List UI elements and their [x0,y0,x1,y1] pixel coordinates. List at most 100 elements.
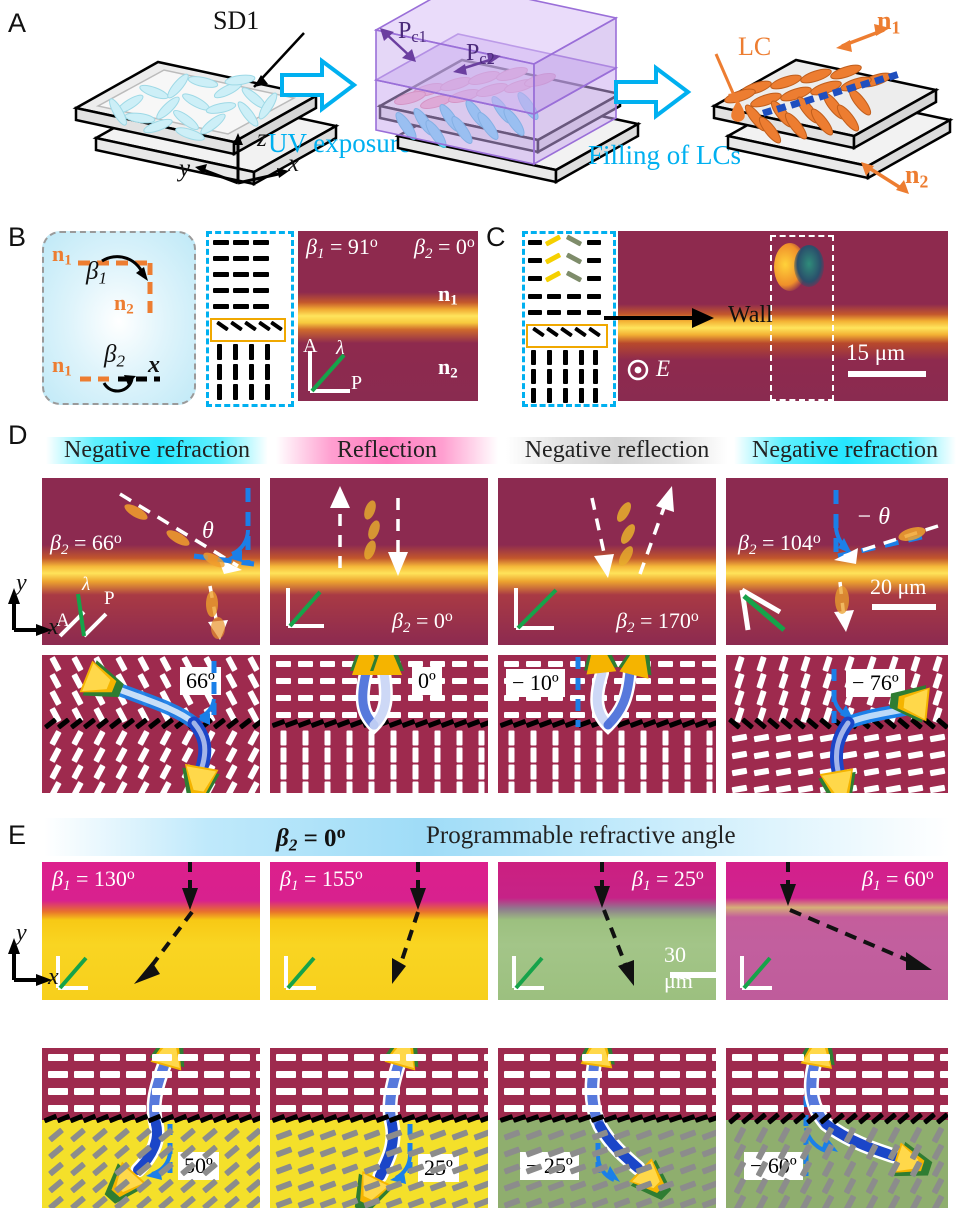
director-tick [821,1126,835,1144]
director-tick [223,1161,241,1177]
director-tick [245,1195,260,1208]
panel-d-sim-0: 66º [42,655,260,793]
director-tick [385,1180,403,1192]
director-tick [556,1088,576,1095]
director-tick [635,1146,653,1158]
director-tick [297,1197,315,1208]
director-tick [591,1146,609,1158]
panel-e-micrograph-2: β1 = 25o 30 μm [498,862,716,1000]
director-tick [608,1088,628,1095]
director-tick [179,1127,197,1143]
director-tick [680,695,695,701]
wall-tick [56,1113,71,1124]
director-tick [473,1197,488,1208]
director-tick [473,1163,488,1175]
director-tick [230,1088,250,1095]
director-tick [47,1195,65,1208]
panel-e-sim-2: − 25º [498,1048,716,1208]
director-tick [429,1146,447,1158]
director-field [726,1048,948,1208]
director-tick [245,1127,260,1143]
director-tick [679,1129,697,1141]
director-tick [201,1161,219,1177]
director-tick [799,1194,813,1208]
director-tick [658,712,673,718]
wall-tick [779,1112,794,1125]
director-tick [613,1180,631,1192]
director-tick [484,1071,488,1078]
director-tick [152,1105,172,1112]
director-tick [320,712,335,718]
beta2-label-d-3: β2 = 104o [738,530,821,558]
wall-tick [896,1112,911,1125]
director-tick [799,1143,813,1161]
process-arrow-2 [612,62,694,122]
analyzer-label-b: A [303,335,318,357]
director-tick [47,1144,65,1160]
director-tick [452,661,467,667]
wall-tick [629,1114,644,1123]
director-tick [432,1088,452,1095]
director-tick [686,1054,706,1061]
director-tick [276,1105,296,1112]
director-tick [570,712,585,718]
director-tick [810,1071,830,1078]
director-tick [732,1071,752,1078]
director-tick [297,1180,315,1192]
director-tick [679,1163,697,1175]
panel-d-sim-3: − 76º [726,655,948,793]
director-tick [302,1105,322,1112]
director-tick [179,1144,197,1160]
director-tick [635,1129,653,1141]
director-tick [458,1088,478,1095]
lc-label: LC [738,32,772,61]
director-tick [504,1088,524,1095]
director-tick [276,1071,296,1078]
director-tick [569,1197,587,1208]
director-field [270,1048,488,1208]
director-tick [204,1071,224,1078]
director-tick [429,1180,447,1192]
director-tick [887,1194,901,1208]
director-tick [755,1126,769,1144]
director-tick [940,1088,948,1095]
n2-label-micrograph-b: n2 [438,354,458,382]
director-tick [862,1054,882,1061]
director-tick [504,712,519,718]
director-tick [657,1146,675,1158]
director-tick [179,1161,197,1177]
director-tick [836,1054,856,1061]
wall-tick [310,1113,325,1124]
director-tick [458,1054,478,1061]
axis-x-label-b: x [148,352,160,378]
director-tick [319,1197,337,1208]
director-tick [48,1088,68,1095]
n1-label-a: n1 [877,6,901,38]
director-tick [582,1105,602,1112]
director-tick [679,1197,697,1208]
director-tick [887,1143,901,1161]
panel-d-micrograph-3: β2 = 104o − θ 20 μm [726,478,948,645]
director-tick [569,1180,587,1192]
wall-tick [499,1114,514,1123]
director-tick [407,1146,425,1158]
director-tick [733,1160,747,1178]
wall-tick [844,1112,859,1125]
director-tick [178,1054,198,1061]
director-tick [556,1071,576,1078]
director-tick [342,712,357,718]
director-tick [548,712,563,718]
director-tick [354,1105,374,1112]
director-tick [407,1163,425,1175]
director-tick [712,1054,716,1061]
director-tick [658,695,673,701]
director-tick [914,1054,934,1061]
theta-neg-label-d-3: − θ [856,504,890,530]
director-tick [909,1143,923,1161]
director-tick [135,1161,153,1177]
director-tick [569,1146,587,1158]
scale-bar-label-c: 15 μm [846,340,905,365]
column-title-3-d: Negative refraction [734,437,956,464]
director-tick [474,695,488,701]
director-tick [451,1146,469,1158]
